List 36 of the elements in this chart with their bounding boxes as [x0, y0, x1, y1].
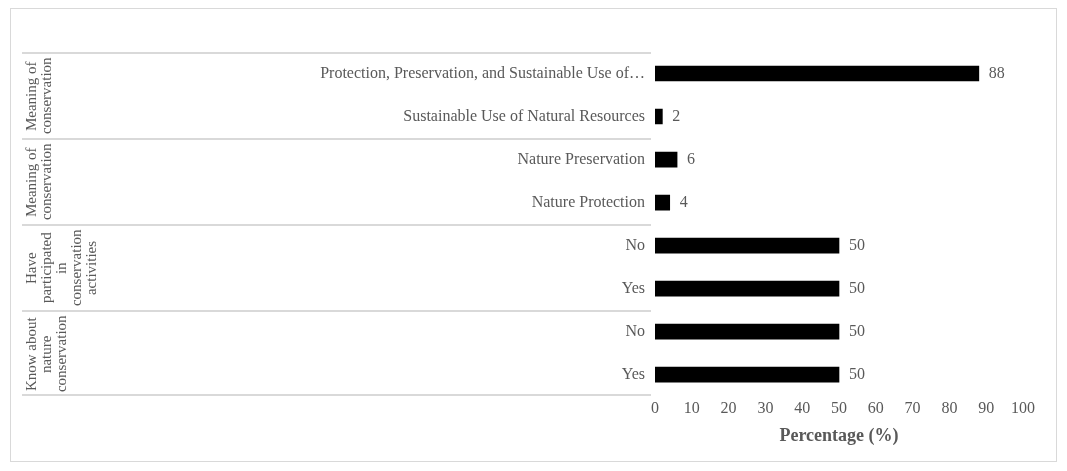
x-axis-title: Percentage (%) [779, 424, 899, 446]
y-tick-label: Yes [621, 278, 645, 296]
data-label: 88 [988, 63, 1005, 81]
bar [655, 151, 678, 168]
y-tick-label: No [625, 321, 645, 339]
x-tick-label: 30 [757, 399, 774, 416]
data-label: 50 [849, 364, 865, 382]
x-tick-label: 80 [941, 399, 958, 416]
y-tick-label: Protection, Preservation, and Sustainable Use of… [320, 63, 645, 81]
x-tick-label: 100 [1011, 399, 1035, 416]
data-label: 6 [687, 149, 696, 167]
x-tick-label: 90 [978, 399, 995, 416]
x-tick-label: 70 [904, 399, 921, 416]
y-tick-label: Nature Protection [531, 192, 645, 210]
data-label: 50 [849, 235, 865, 253]
x-tick-label: 50 [831, 399, 847, 416]
data-label: 4 [679, 192, 688, 210]
x-tick-label: 0 [651, 399, 659, 416]
bar [655, 280, 840, 297]
bar [655, 366, 840, 383]
y-tick-label: Yes [621, 364, 645, 382]
y-tick-label: Sustainable Use of Natural Resources [403, 106, 645, 124]
bar [655, 108, 663, 125]
x-tick-label: 10 [683, 399, 700, 416]
data-label: 2 [672, 106, 681, 124]
data-label: 50 [849, 278, 865, 296]
y-tick-label: No [625, 235, 645, 253]
bar [655, 194, 671, 211]
bar [655, 323, 840, 340]
x-tick-label: 20 [720, 399, 737, 416]
data-label: 50 [849, 321, 865, 339]
y-tick-label: Nature Preservation [517, 149, 645, 167]
bar [655, 65, 980, 82]
x-tick-label: 40 [794, 399, 811, 416]
x-tick-label: 60 [867, 399, 884, 416]
bar [655, 237, 840, 254]
